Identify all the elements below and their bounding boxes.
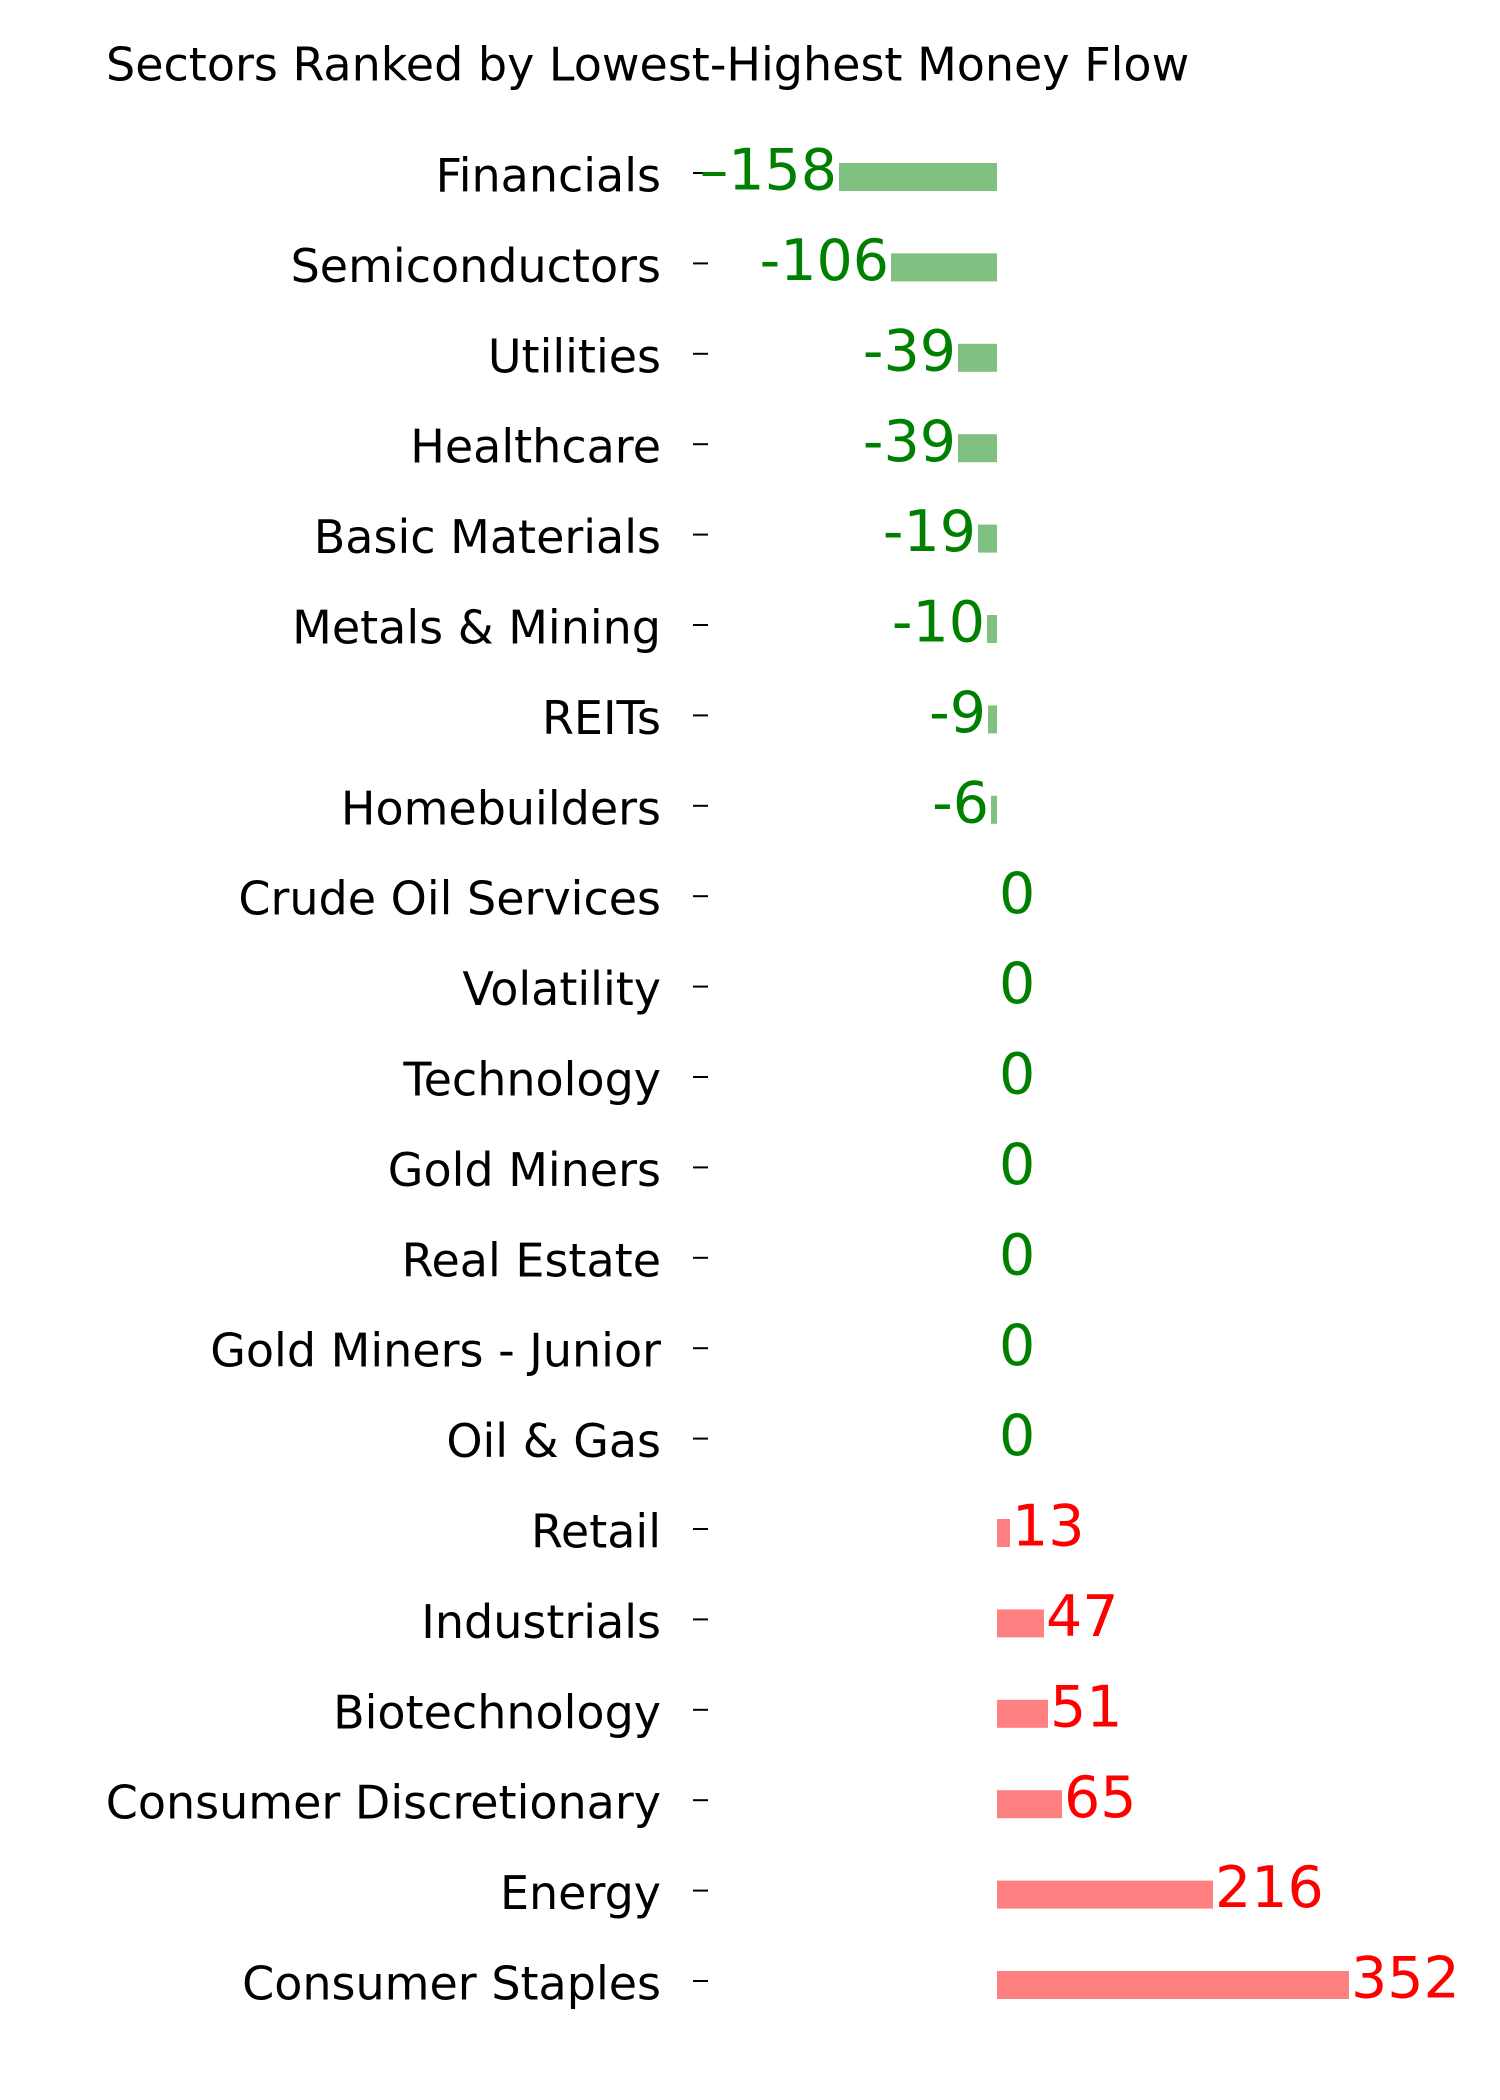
bar [891,253,997,282]
y-tick-label: Retail [531,1505,661,1559]
value-label: -106 [760,228,889,294]
bar [997,1880,1213,1909]
bar [987,615,997,643]
y-tick-label: Basic Materials [314,510,661,564]
bar [997,1519,1010,1547]
bar [958,434,997,463]
value-label: -19 [883,499,976,565]
value-label: 0 [999,1222,1035,1288]
y-tick-label: Crude Oil Services [238,872,661,926]
value-label: -39 [863,318,956,384]
value-label: -6 [932,770,989,836]
y-tick-label: Gold Miners - Junior [210,1324,661,1378]
y-tick-label: Consumer Discretionary [106,1776,661,1830]
value-label: 13 [1012,1494,1085,1560]
y-tick-label: Consumer Staples [242,1957,661,2011]
y-tick-label: Homebuilders [341,781,661,835]
value-label: 47 [1046,1584,1119,1650]
value-label: 0 [999,861,1035,927]
y-tick-label: Healthcare [410,420,661,474]
y-tick-label: Financials [436,149,661,203]
bar [997,1699,1048,1728]
y-tick-label: Biotechnology [333,1685,661,1739]
value-label: 0 [999,1042,1035,1108]
value-label: 51 [1050,1674,1123,1740]
y-tick-label: Technology [402,1053,661,1107]
value-label: 216 [1215,1855,1324,1921]
value-label: -9 [929,680,986,746]
bar [991,795,997,824]
value-label: –158 [700,138,837,204]
bar [988,705,997,734]
value-label: 0 [999,951,1035,1017]
y-tick-label: REITs [542,691,661,745]
bar [978,524,997,553]
y-tick-label: Real Estate [402,1233,661,1287]
chart-title: Sectors Ranked by Lowest-Highest Money F… [106,38,1189,92]
y-tick-label: Gold Miners [388,1143,661,1197]
y-tick-label: Volatility [462,962,661,1016]
y-tick-label: Oil & Gas [446,1414,661,1468]
y-tick-label: Energy [500,1866,661,1920]
value-label: 352 [1351,1946,1460,2012]
bar [997,1790,1062,1819]
bar [839,163,997,191]
value-label: 65 [1064,1765,1137,1831]
value-label: 0 [999,1132,1035,1198]
y-tick-label: Industrials [421,1595,661,1649]
y-tick-label: Semiconductors [291,239,661,293]
bar [997,1971,1349,1999]
value-label: 0 [999,1313,1035,1379]
bar [958,343,997,372]
value-label: -39 [863,409,956,475]
y-tick-label: Metals & Mining [292,601,661,655]
value-label: 0 [999,1403,1035,1469]
y-tick-label: Utilities [488,329,661,383]
value-label: -10 [892,590,985,656]
bar [997,1609,1044,1638]
